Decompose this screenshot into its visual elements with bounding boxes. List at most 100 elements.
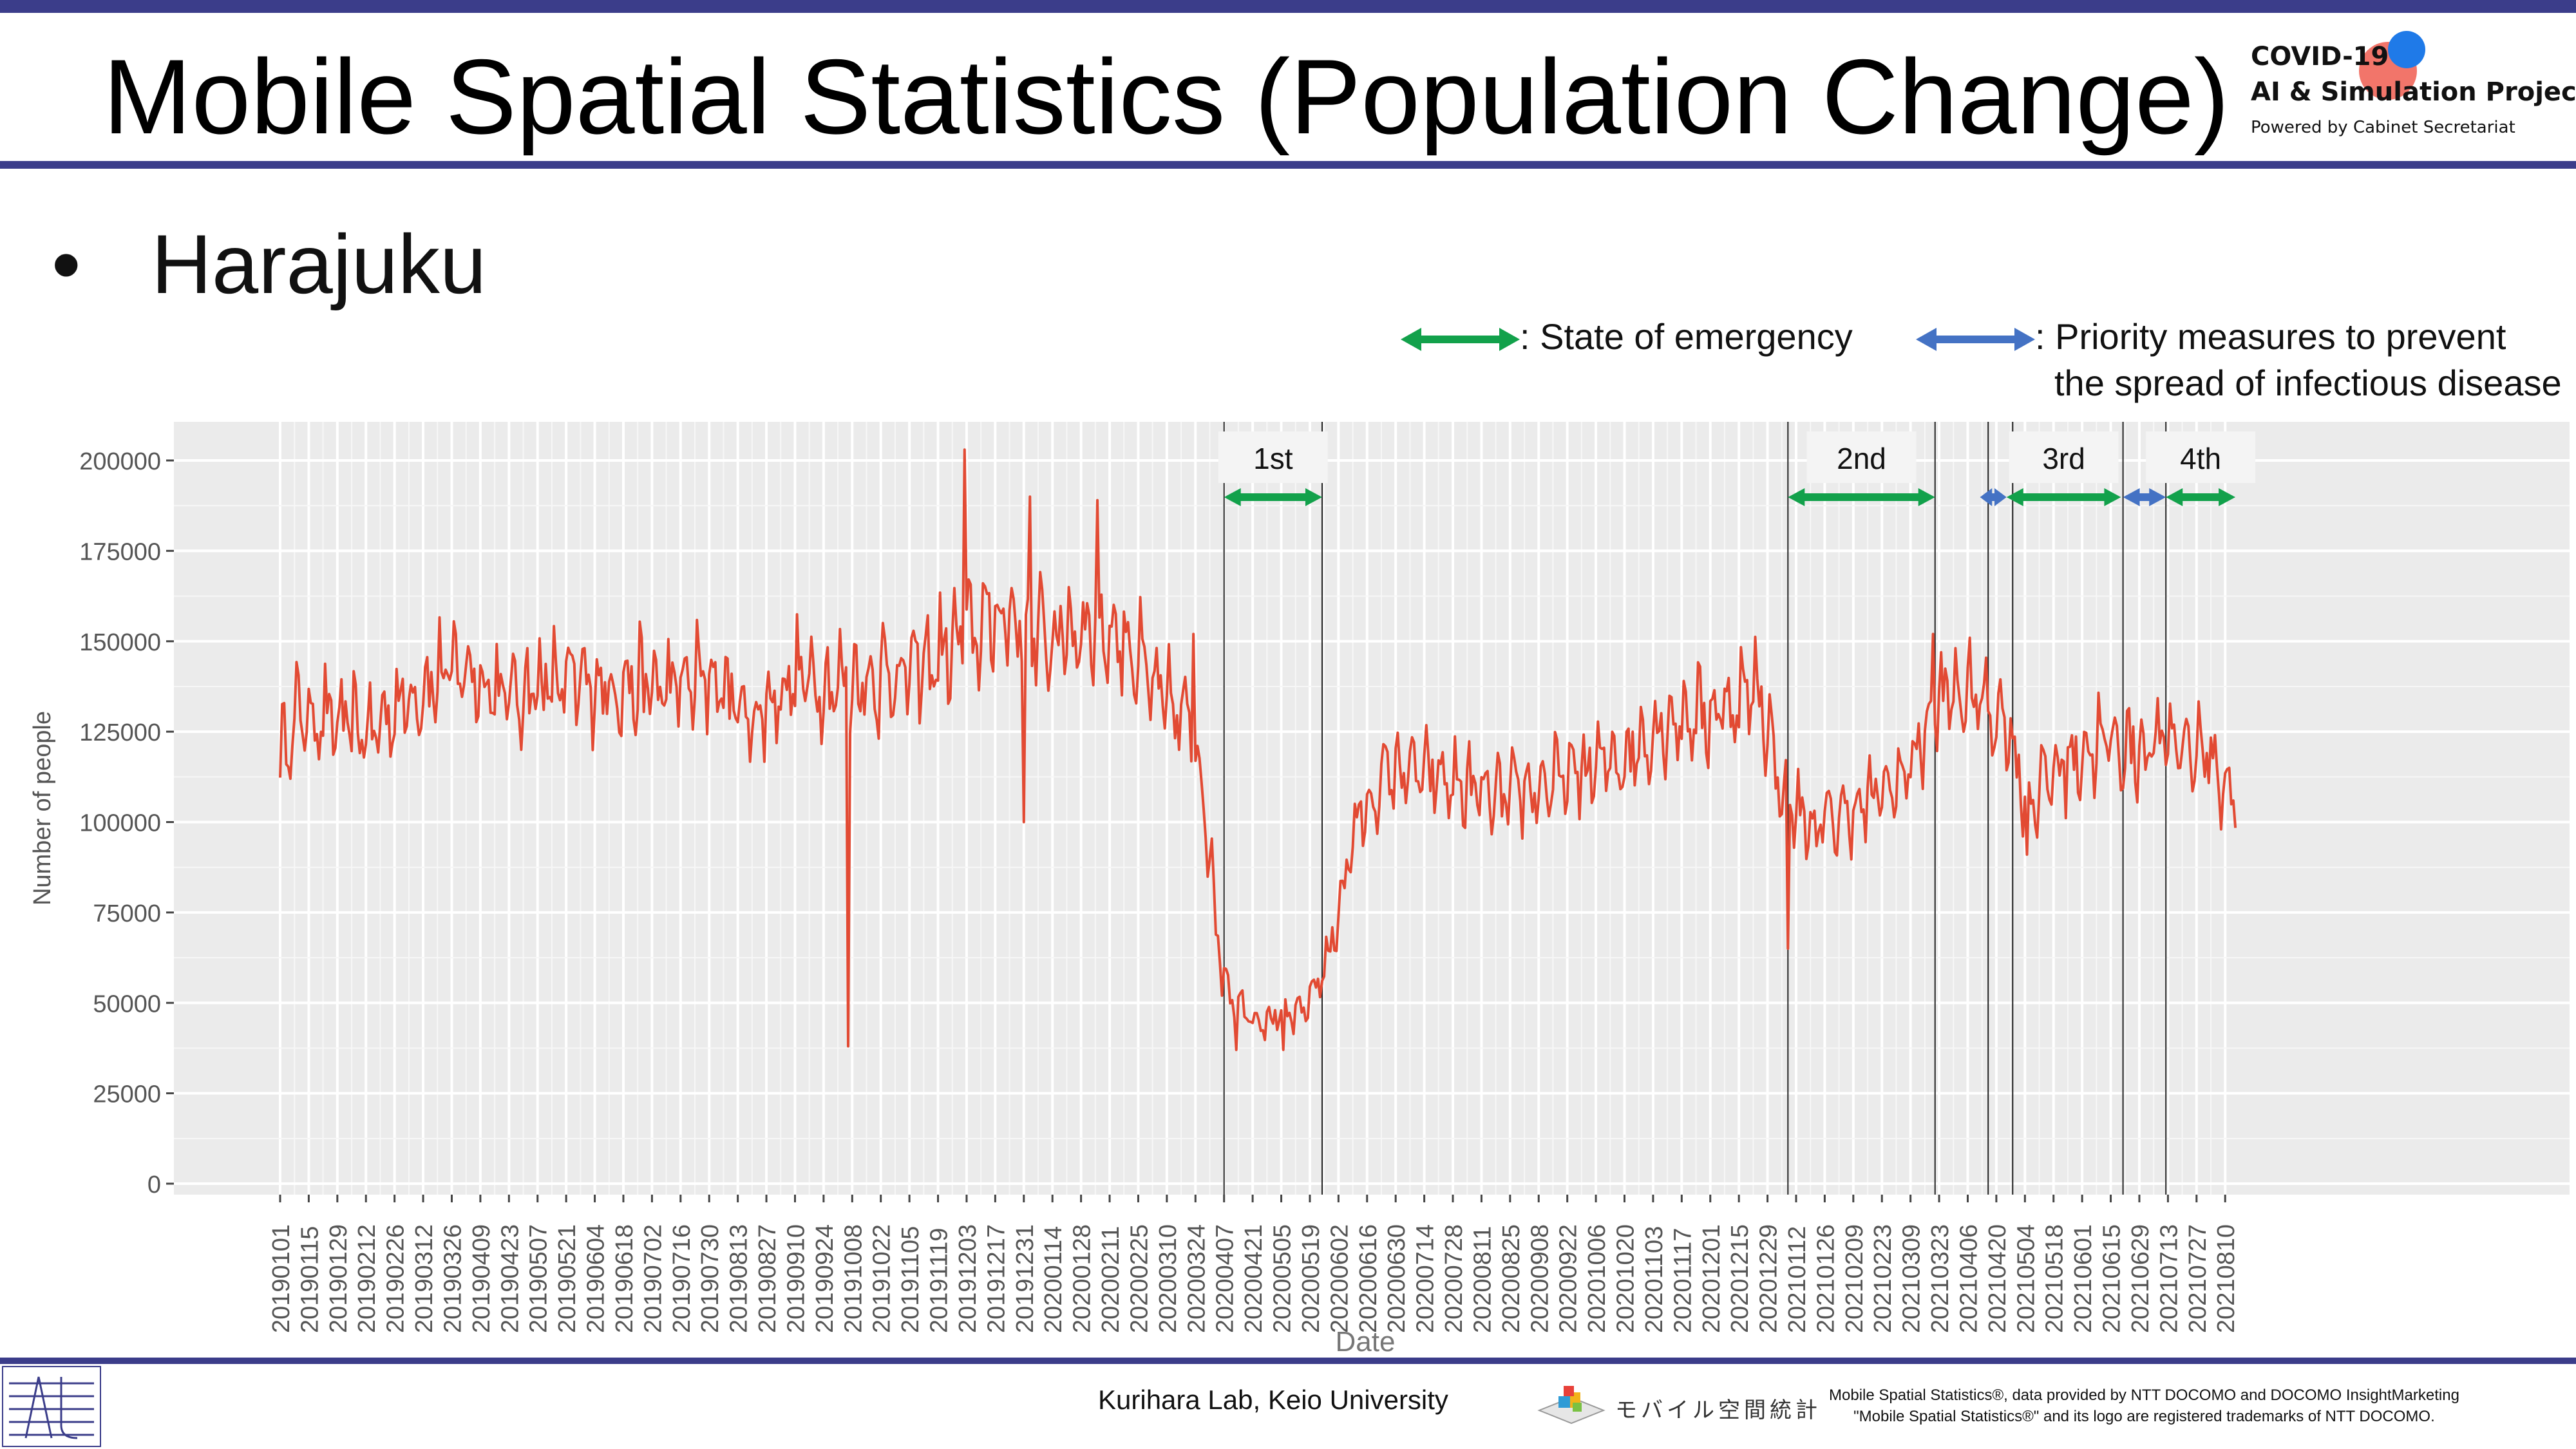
y-tick-label: 125000 [79,719,161,746]
x-tick-label: 20200225 [1126,1224,1153,1333]
title-underline [0,161,2576,169]
emergency-arrow-icon [1401,328,1520,352]
y-tick-label: 50000 [93,990,161,1018]
x-tick-label: 20210309 [1899,1224,1926,1333]
x-tick-label: 20200728 [1441,1224,1468,1333]
phase-label: 3rd [2042,442,2085,475]
series-line-population [279,448,2237,1052]
x-tick-label: 20190129 [325,1224,352,1333]
x-tick-label: 20210126 [1812,1224,1839,1333]
location-name: Harajuku [151,217,487,311]
x-tick-label: 20191008 [840,1224,867,1333]
x-tick-label: 20190212 [354,1224,381,1333]
x-tick-label: 20190521 [554,1224,581,1333]
x-tick-label: 20200310 [1155,1224,1182,1333]
plot-background [174,422,2570,1195]
phase-label-box [2009,431,2119,483]
x-tick-label: 20191119 [926,1228,953,1333]
x-tick-label: 20210406 [1955,1224,1982,1333]
cube-logo-icon [1537,1386,1605,1425]
x-tick-label: 20210615 [2099,1224,2126,1333]
bullet: • [52,217,81,311]
x-tick-label: 20200908 [1526,1224,1553,1333]
x-tick-label: 20191022 [869,1224,896,1333]
mobile-logo-text: モバイル空間統計 [1615,1397,1821,1423]
x-tick-label: 20190618 [611,1224,638,1333]
x-tick-label: 20200922 [1555,1224,1582,1333]
x-tick-label: 20210323 [1927,1224,1954,1333]
x-tick-label: 20200407 [1212,1224,1239,1333]
brand-line2: AI & Simulation Project [2251,77,2576,107]
footer-divider [0,1358,2576,1364]
x-tick-label: 20190409 [468,1224,495,1333]
x-tick-label: 20200421 [1240,1224,1267,1333]
x-tick-label: 20201020 [1613,1224,1640,1333]
x-tick-label: 20190716 [668,1224,696,1333]
emergency-period-arrow [2006,488,2121,506]
brand-line1: COVID-19 [2251,42,2389,71]
x-tick-label: 20190115 [296,1226,323,1333]
page-title: Mobile Spatial Statistics (Population Ch… [103,37,2230,156]
credit-line1: Mobile Spatial Statistics®, data provide… [1829,1387,2459,1404]
phase-label: 2nd [1837,442,1886,475]
x-tick-label: 20210727 [2184,1224,2211,1333]
x-tick-label: 20200505 [1269,1224,1296,1333]
x-tick-label: 20190423 [497,1224,524,1333]
y-axis-label: Number of people [29,711,56,905]
x-tick-label: 20201117 [1669,1228,1696,1333]
x-tick-label: 20191105 [897,1226,924,1333]
phase-label: 4th [2180,442,2221,475]
x-tick-label: 20210629 [2127,1224,2154,1333]
x-tick-label: 20200128 [1069,1224,1096,1333]
x-tick-label: 20201229 [1756,1224,1783,1333]
x-tick-label: 20200811 [1469,1226,1496,1333]
x-tick-label: 20200114 [1040,1226,1067,1333]
x-tick-label: 20200211 [1097,1226,1124,1333]
y-tick-label: 100000 [79,810,161,837]
x-tick-label: 20200602 [1326,1224,1353,1333]
x-tick-label: 20200519 [1298,1224,1325,1333]
x-tick-label: 20210601 [2070,1224,2097,1333]
priority-measures-arrow [2123,488,2166,506]
phase-label: 1st [1253,442,1293,475]
legend-priority: : Priority measures to prevent [1916,316,2506,357]
y-tick-label: 0 [147,1171,161,1198]
x-tick-label: 20210504 [2012,1224,2040,1333]
phase-label-box [1218,431,1328,483]
x-tick-label: 20190702 [639,1224,667,1333]
emergency-period-arrow [1224,488,1322,506]
x-tick-label: 20200825 [1498,1224,1525,1333]
x-tick-label: 20190924 [811,1224,838,1333]
mobile-spatial-logo: モバイル空間統計 [1533,1378,1817,1430]
x-tick-label: 20210810 [2213,1224,2240,1333]
x-tick-label: 20191203 [954,1224,981,1333]
x-tick-label: 20200630 [1383,1224,1410,1333]
x-tick-label: 20201215 [1727,1224,1754,1333]
legend-priority-label-2: the spread of infectious disease [2054,363,2562,403]
priority-measures-arrow [1980,488,2007,506]
x-tick-label: 20200714 [1412,1224,1439,1333]
x-tick-label: 20190312 [411,1224,438,1333]
x-tick-label: 20201201 [1698,1224,1725,1333]
brand-dot-blue [2388,31,2425,68]
phase-label-box [2146,431,2256,483]
x-tick-label: 20210713 [2155,1224,2183,1333]
x-tick-label: 20190813 [726,1224,753,1333]
x-tick-label: 20210518 [2041,1224,2069,1333]
legend-priority-label: : Priority measures to prevent [2035,316,2506,357]
data-credit: Mobile Spatial Statistics®, data provide… [1829,1385,2459,1427]
priority-arrow-icon [1916,328,2035,352]
x-tick-label: 20210420 [1984,1224,2011,1333]
y-tick-label: 200000 [79,448,161,475]
x-axis-label: Date [1336,1326,1396,1358]
x-tick-label: 20210112 [1784,1226,1811,1333]
emergency-period-arrow [2166,488,2236,506]
x-tick-label: 20190730 [697,1224,724,1333]
x-tick-label: 20190507 [526,1224,553,1333]
x-tick-label: 20190604 [583,1224,610,1333]
y-tick-label: 25000 [93,1081,161,1108]
x-tick-label: 20201103 [1641,1226,1668,1333]
y-tick-label: 75000 [93,900,161,927]
lab-credit: Kurihara Lab, Keio University [1098,1385,1448,1415]
phase-label-box [1806,431,1917,483]
